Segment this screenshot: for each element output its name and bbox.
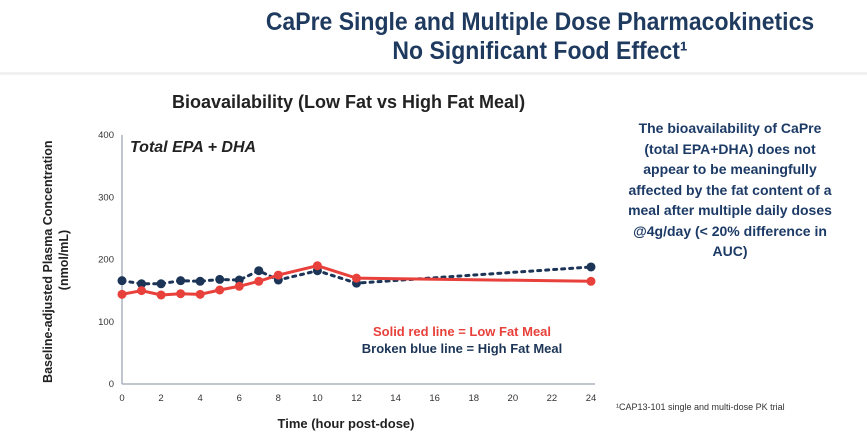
title-line-2: No Significant Food Effect¹ — [392, 37, 688, 65]
low-fat-point — [273, 270, 283, 280]
high-fat-point — [156, 279, 166, 289]
y-tick-label: 400 — [98, 130, 114, 141]
divider — [0, 72, 867, 75]
y-tick-label: 0 — [109, 379, 114, 390]
y-axis-label-line-2: (nmol/mL) — [57, 230, 71, 290]
x-tick-label: 8 — [276, 393, 281, 404]
high-fat-point — [234, 275, 244, 285]
y-tick-label: 300 — [98, 192, 114, 203]
high-fat-point — [215, 274, 225, 284]
x-tick-label: 18 — [468, 393, 479, 404]
high-fat-point — [176, 276, 186, 286]
low-fat-point — [215, 285, 225, 295]
x-tick-label: 10 — [312, 393, 323, 404]
low-fat-point — [254, 276, 264, 286]
x-tick-label: 12 — [351, 393, 362, 404]
title-line-1: CaPre Single and Multiple Dose Pharmacok… — [265, 8, 815, 36]
low-fat-point — [234, 281, 244, 291]
x-tick-label: 2 — [158, 393, 163, 404]
x-tick-label: 14 — [390, 393, 401, 404]
high-fat-point — [254, 266, 264, 276]
low-fat-point — [137, 286, 147, 296]
low-fat-point — [195, 289, 205, 299]
low-fat-point — [586, 276, 596, 286]
y-tick-label: 200 — [98, 255, 114, 266]
high-fat-point — [195, 276, 205, 286]
low-fat-point — [156, 290, 166, 300]
low-fat-point — [117, 289, 127, 299]
chart-title: Bioavailability (Low Fat vs High Fat Mea… — [172, 92, 526, 112]
high-fat-point — [137, 279, 147, 289]
low-fat-point — [352, 273, 361, 283]
y-axis-label-line-1: Baseline-adjusted Plasma Concentration — [41, 141, 55, 383]
x-tick-label: 6 — [237, 393, 242, 404]
x-tick-label: 0 — [119, 393, 124, 404]
chart-annotation: Total EPA + DHA — [130, 139, 256, 156]
high-fat-point — [117, 276, 127, 286]
y-tick-label: 100 — [98, 317, 114, 328]
x-tick-label: 24 — [586, 393, 597, 404]
side-note: The bioavailability of CaPre (total EPA+… — [628, 120, 832, 259]
x-tick-label: 16 — [429, 393, 440, 404]
high-fat-point — [586, 262, 596, 272]
x-tick-label: 4 — [198, 393, 203, 404]
low-fat-point — [312, 261, 322, 271]
low-fat-point — [176, 289, 186, 299]
footnote: ¹CAP13-101 single and multi-dose PK tria… — [616, 402, 785, 412]
x-tick-label: 20 — [508, 393, 519, 404]
slide-title: CaPre Single and Multiple Dose Pharmacok… — [255, 8, 825, 66]
legend-low-fat: Solid red line = Low Fat Meal — [373, 324, 551, 339]
legend-high-fat: Broken blue line = High Fat Meal — [362, 341, 562, 356]
y-axis-label: Baseline-adjusted Plasma Concentration (… — [41, 137, 71, 383]
x-axis-label: Time (hour post-dose) — [278, 416, 415, 431]
x-tick-label: 22 — [547, 393, 558, 404]
